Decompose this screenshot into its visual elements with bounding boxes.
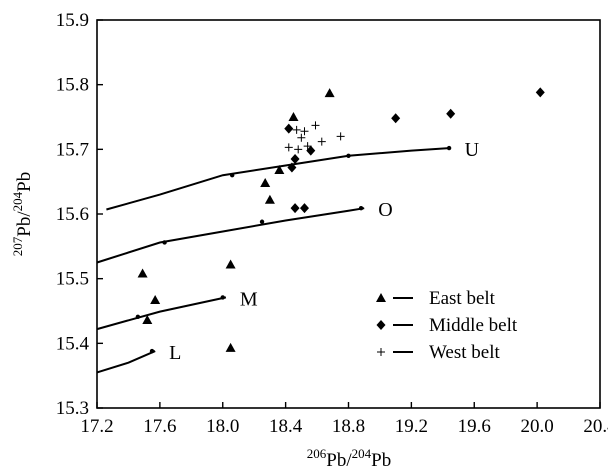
- west-belt-point: [303, 142, 312, 151]
- curve-label-U: U: [465, 139, 480, 161]
- east-belt-point: [264, 194, 275, 204]
- x-tick-label: 18.8: [332, 416, 365, 437]
- legend-label-middle-belt: Middle belt: [429, 315, 518, 336]
- middle-belt-point: [535, 87, 545, 98]
- east-belt-point: [225, 342, 236, 352]
- y-axis-title-main: Pb/: [14, 211, 35, 237]
- east-belt-point: [225, 259, 236, 269]
- y-axis-title-sup1: 207: [10, 236, 25, 256]
- legend-marker-west-belt: [377, 348, 385, 356]
- curve-O-dot: [358, 205, 364, 211]
- y-tick-label: 15.7: [56, 139, 89, 160]
- curve-M-dot: [220, 295, 225, 300]
- axis-ticks: 17.2 17.6 18.0 18.4 18.8 19.2 19.6 20.0 20.4 15.3…: [56, 10, 608, 437]
- y-axis-title: 207Pb/204Pb: [10, 172, 35, 256]
- curve-U-dot: [446, 145, 452, 151]
- curve-U: [106, 147, 451, 211]
- x-tick-label: 18.4: [269, 416, 303, 437]
- legend-label-west-belt: West belt: [429, 342, 500, 363]
- x-tick-label: 18.0: [206, 416, 239, 437]
- middle-belt-point: [306, 145, 316, 156]
- east-belt-point: [288, 112, 299, 121]
- x-axis-title-main: Pb/: [326, 450, 352, 471]
- middle-belt-point: [391, 113, 401, 124]
- west-belt-point: [284, 143, 293, 152]
- middle-belt-point: [446, 108, 456, 119]
- east-belt-point: [142, 315, 153, 325]
- west-belt-point: [292, 125, 301, 134]
- x-axis-title-sup2: 204: [352, 446, 372, 461]
- curve-O-dot: [259, 219, 265, 224]
- x-tick-label: 17.6: [143, 416, 176, 437]
- legend-marker-east-belt: [376, 293, 386, 302]
- y-tick-label: 15.3: [56, 398, 89, 419]
- legend-label-east-belt: East belt: [429, 288, 496, 309]
- x-axis-title: 206Pb/204Pb: [307, 446, 391, 471]
- y-axis-title-sup2: 204: [10, 191, 25, 211]
- west-belt-point: [294, 145, 303, 154]
- data-points: [137, 87, 545, 352]
- x-tick-label: 19.2: [395, 416, 428, 437]
- curve-U-dot: [229, 173, 235, 178]
- legend: East belt Middle belt West belt: [376, 288, 518, 363]
- legend-marker-middle-belt: [376, 320, 386, 330]
- model-curves: U O M L: [96, 139, 480, 374]
- middle-belt-point: [284, 123, 294, 134]
- y-tick-label: 15.6: [56, 204, 89, 225]
- east-belt-point: [324, 88, 335, 98]
- middle-belt-point: [287, 162, 297, 173]
- y-tick-label: 15.5: [56, 269, 89, 290]
- west-belt-point: [297, 133, 306, 142]
- curve-M-dot: [135, 314, 141, 320]
- x-axis-title-sup1: 206: [307, 446, 327, 461]
- x-tick-label: 20.4: [583, 416, 608, 437]
- east-belt-point: [260, 177, 271, 187]
- x-axis-title-tail: Pb: [371, 450, 391, 471]
- middle-belt-point: [299, 203, 309, 214]
- curve-O: [96, 207, 365, 264]
- curve-L: [96, 350, 156, 374]
- x-tick-label: 17.2: [80, 416, 113, 437]
- curve-M: [96, 296, 227, 331]
- east-belt-point: [137, 268, 148, 278]
- curve-label-M: M: [240, 288, 258, 310]
- x-tick-label: 19.6: [458, 416, 491, 437]
- y-tick-label: 15.9: [56, 10, 89, 31]
- y-axis-title-tail: Pb: [14, 172, 35, 192]
- east-belt-point: [274, 165, 285, 175]
- west-belt-point: [300, 127, 309, 136]
- x-tick-label: 20.0: [521, 416, 554, 437]
- west-belt-point: [336, 132, 345, 141]
- curve-label-O: O: [378, 199, 392, 221]
- curve-label-L: L: [169, 342, 181, 364]
- curve-O-dot: [162, 240, 167, 245]
- y-tick-label: 15.8: [56, 75, 89, 96]
- curve-U-dot: [346, 153, 351, 158]
- middle-belt-point: [290, 154, 300, 165]
- middle-belt-point: [290, 203, 300, 214]
- west-belt-point: [317, 137, 326, 146]
- west-belt-point: [311, 121, 320, 130]
- east-belt-point: [150, 295, 161, 305]
- y-tick-label: 15.4: [56, 333, 90, 354]
- curve-L-dot: [149, 348, 155, 354]
